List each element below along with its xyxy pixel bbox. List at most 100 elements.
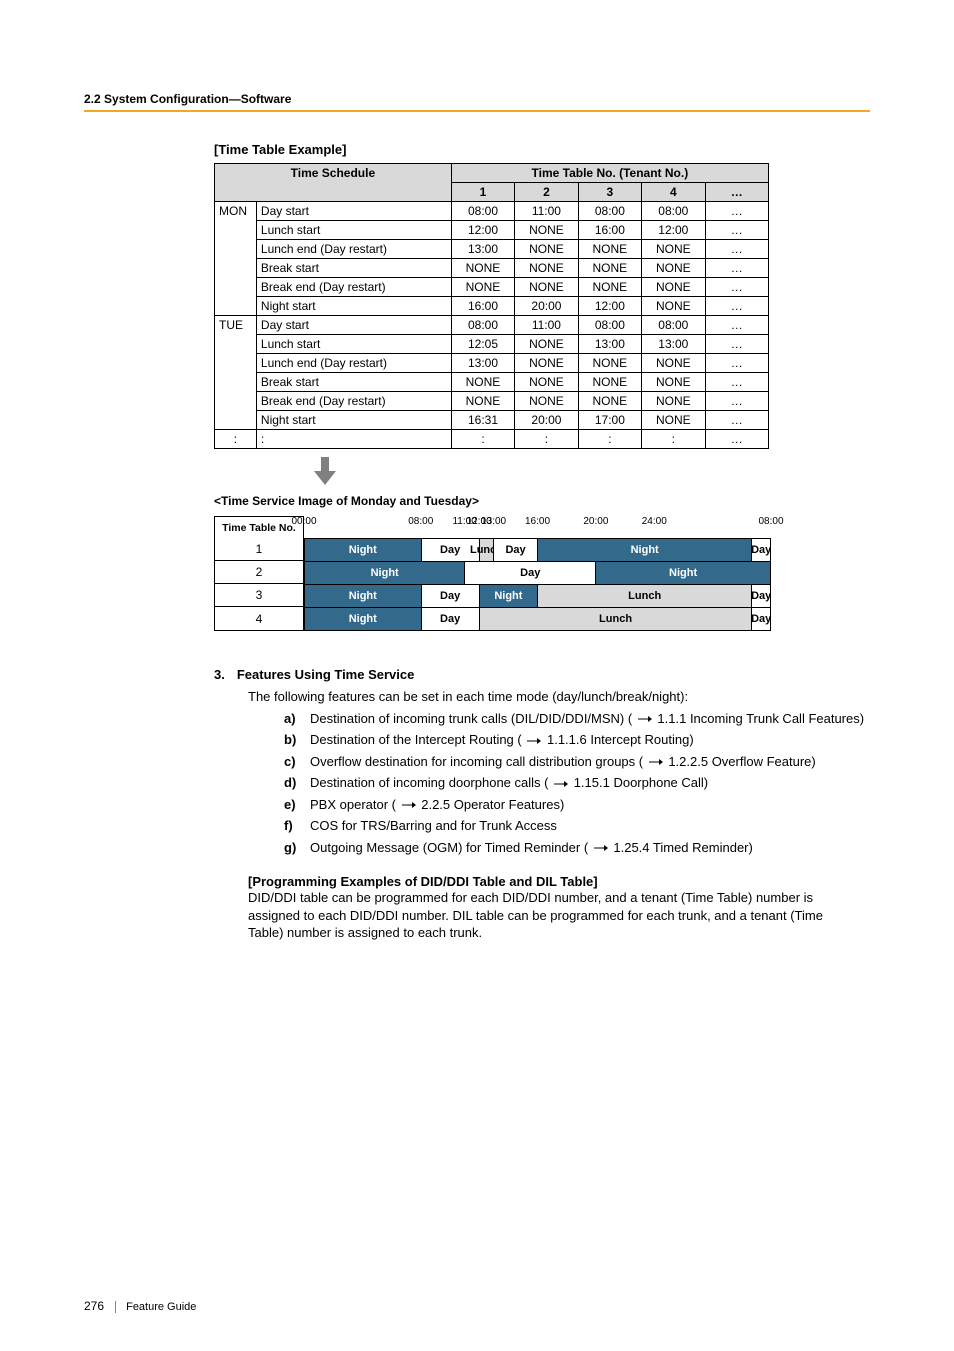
axis-tick: 00:00 (291, 516, 316, 527)
table-row: Night start16:3120:0017:00NONE… (215, 411, 769, 430)
programming-body: DID/DDI table can be programmed for each… (248, 889, 858, 942)
feature-item: c)Overflow destination for incoming call… (284, 753, 870, 771)
feature-item-label: f) (284, 817, 310, 835)
feature-item-text: Overflow destination for incoming call d… (310, 753, 870, 771)
feature-item-label: a) (284, 710, 310, 728)
chart-segment-night: Night (479, 585, 537, 607)
features-intro: The following features can be set in eac… (248, 688, 870, 706)
value-cell: NONE (642, 278, 705, 297)
value-cell: NONE (515, 278, 578, 297)
axis-tick: 16:00 (525, 516, 550, 527)
features-heading: 3. Features Using Time Service (214, 667, 870, 682)
table-row: Lunch start12:00NONE16:0012:00… (215, 221, 769, 240)
value-cell: NONE (578, 259, 641, 278)
value-cell: … (705, 335, 768, 354)
chart-title: <Time Service Image of Monday and Tuesda… (214, 494, 870, 508)
programming-title: [Programming Examples of DID/DDI Table a… (248, 874, 870, 889)
value-cell: NONE (642, 392, 705, 411)
event-cell: Day start (256, 316, 451, 335)
tenant-col: … (705, 183, 768, 202)
value-cell: 13:00 (451, 354, 514, 373)
chart-segment-day: Day (751, 539, 770, 561)
event-cell: Day start (256, 202, 451, 221)
value-cell: NONE (451, 392, 514, 411)
value-cell: NONE (515, 392, 578, 411)
event-cell: Break start (256, 259, 451, 278)
tenant-col: 2 (515, 183, 578, 202)
value-cell: NONE (515, 259, 578, 278)
value-cell: NONE (578, 278, 641, 297)
value-cell: … (705, 430, 768, 449)
value-cell: … (705, 373, 768, 392)
value-cell: … (705, 278, 768, 297)
value-cell: : (578, 430, 641, 449)
chart-seg-row: NightDayNightLunchDay (304, 584, 771, 607)
table-row: Lunch start12:05NONE13:0013:00… (215, 335, 769, 354)
event-cell: Lunch end (Day restart) (256, 240, 451, 259)
value-cell: NONE (578, 240, 641, 259)
table-row: Break end (Day restart)NONENONENONENONE… (215, 392, 769, 411)
chart-segment-night: Night (304, 539, 421, 561)
value-cell: … (705, 240, 768, 259)
day-cell: MON (215, 202, 257, 316)
value-cell: 12:05 (451, 335, 514, 354)
features-list: a)Destination of incoming trunk calls (D… (284, 710, 870, 857)
feature-item-text: Destination of the Intercept Routing ( 1… (310, 731, 870, 749)
feature-item-text: COS for TRS/Barring and for Trunk Access (310, 817, 870, 835)
axis-tick: 20:00 (583, 516, 608, 527)
day-cell: TUE (215, 316, 257, 430)
value-cell: NONE (451, 259, 514, 278)
features-title: Features Using Time Service (237, 667, 415, 682)
header-rule (84, 110, 870, 112)
feature-item-label: d) (284, 774, 310, 792)
feature-item-label: e) (284, 796, 310, 814)
event-cell: Lunch end (Day restart) (256, 354, 451, 373)
chart-row-num: 1 (214, 538, 304, 561)
value-cell: 17:00 (578, 411, 641, 430)
value-cell: 20:00 (515, 297, 578, 316)
value-cell: NONE (578, 354, 641, 373)
table-row: TUEDay start08:0011:0008:0008:00… (215, 316, 769, 335)
tenant-col: 4 (642, 183, 705, 202)
value-cell: 13:00 (642, 335, 705, 354)
value-cell: : (451, 430, 514, 449)
event-cell: : (256, 430, 451, 449)
features-num: 3. (214, 667, 225, 682)
value-cell: NONE (642, 259, 705, 278)
value-cell: NONE (515, 335, 578, 354)
event-cell: Break end (Day restart) (256, 392, 451, 411)
value-cell: 20:00 (515, 411, 578, 430)
value-cell: : (642, 430, 705, 449)
value-cell: NONE (642, 297, 705, 316)
chart-segment-day: Day (493, 539, 537, 561)
tenant-header: Time Table No. (Tenant No.) (451, 164, 768, 183)
feature-item: b)Destination of the Intercept Routing (… (284, 731, 870, 749)
value-cell: … (705, 392, 768, 411)
axis-tick: 24:00 (642, 516, 667, 527)
value-cell: 16:31 (451, 411, 514, 430)
value-cell: … (705, 411, 768, 430)
feature-item: d)Destination of incoming doorphone call… (284, 774, 870, 792)
section-header: 2.2 System Configuration—Software (84, 92, 870, 106)
chart-segment-day: Day (751, 585, 770, 607)
value-cell: NONE (642, 240, 705, 259)
event-cell: Break start (256, 373, 451, 392)
chart-row: 3NightDayNightLunchDay (214, 584, 771, 607)
table-row: MONDay start08:0011:0008:0008:00… (215, 202, 769, 221)
chart-segment-lunch: Lunch (479, 608, 752, 630)
chart-segment-day: Day (751, 608, 770, 630)
value-cell: … (705, 297, 768, 316)
value-cell: … (705, 354, 768, 373)
tenant-col: 3 (578, 183, 641, 202)
value-cell: 12:00 (451, 221, 514, 240)
value-cell: NONE (515, 354, 578, 373)
value-cell: … (705, 259, 768, 278)
table-row: ::::::… (215, 430, 769, 449)
axis-tick: 13:00 (481, 516, 506, 527)
value-cell: 16:00 (451, 297, 514, 316)
chart-row: 4NightDayLunchDay (214, 607, 771, 631)
value-cell: NONE (642, 354, 705, 373)
chart-segment-lunch: Lunch (479, 539, 493, 561)
feature-item-text: PBX operator ( 2.2.5 Operator Features) (310, 796, 870, 814)
feature-item: g)Outgoing Message (OGM) for Timed Remin… (284, 839, 870, 857)
